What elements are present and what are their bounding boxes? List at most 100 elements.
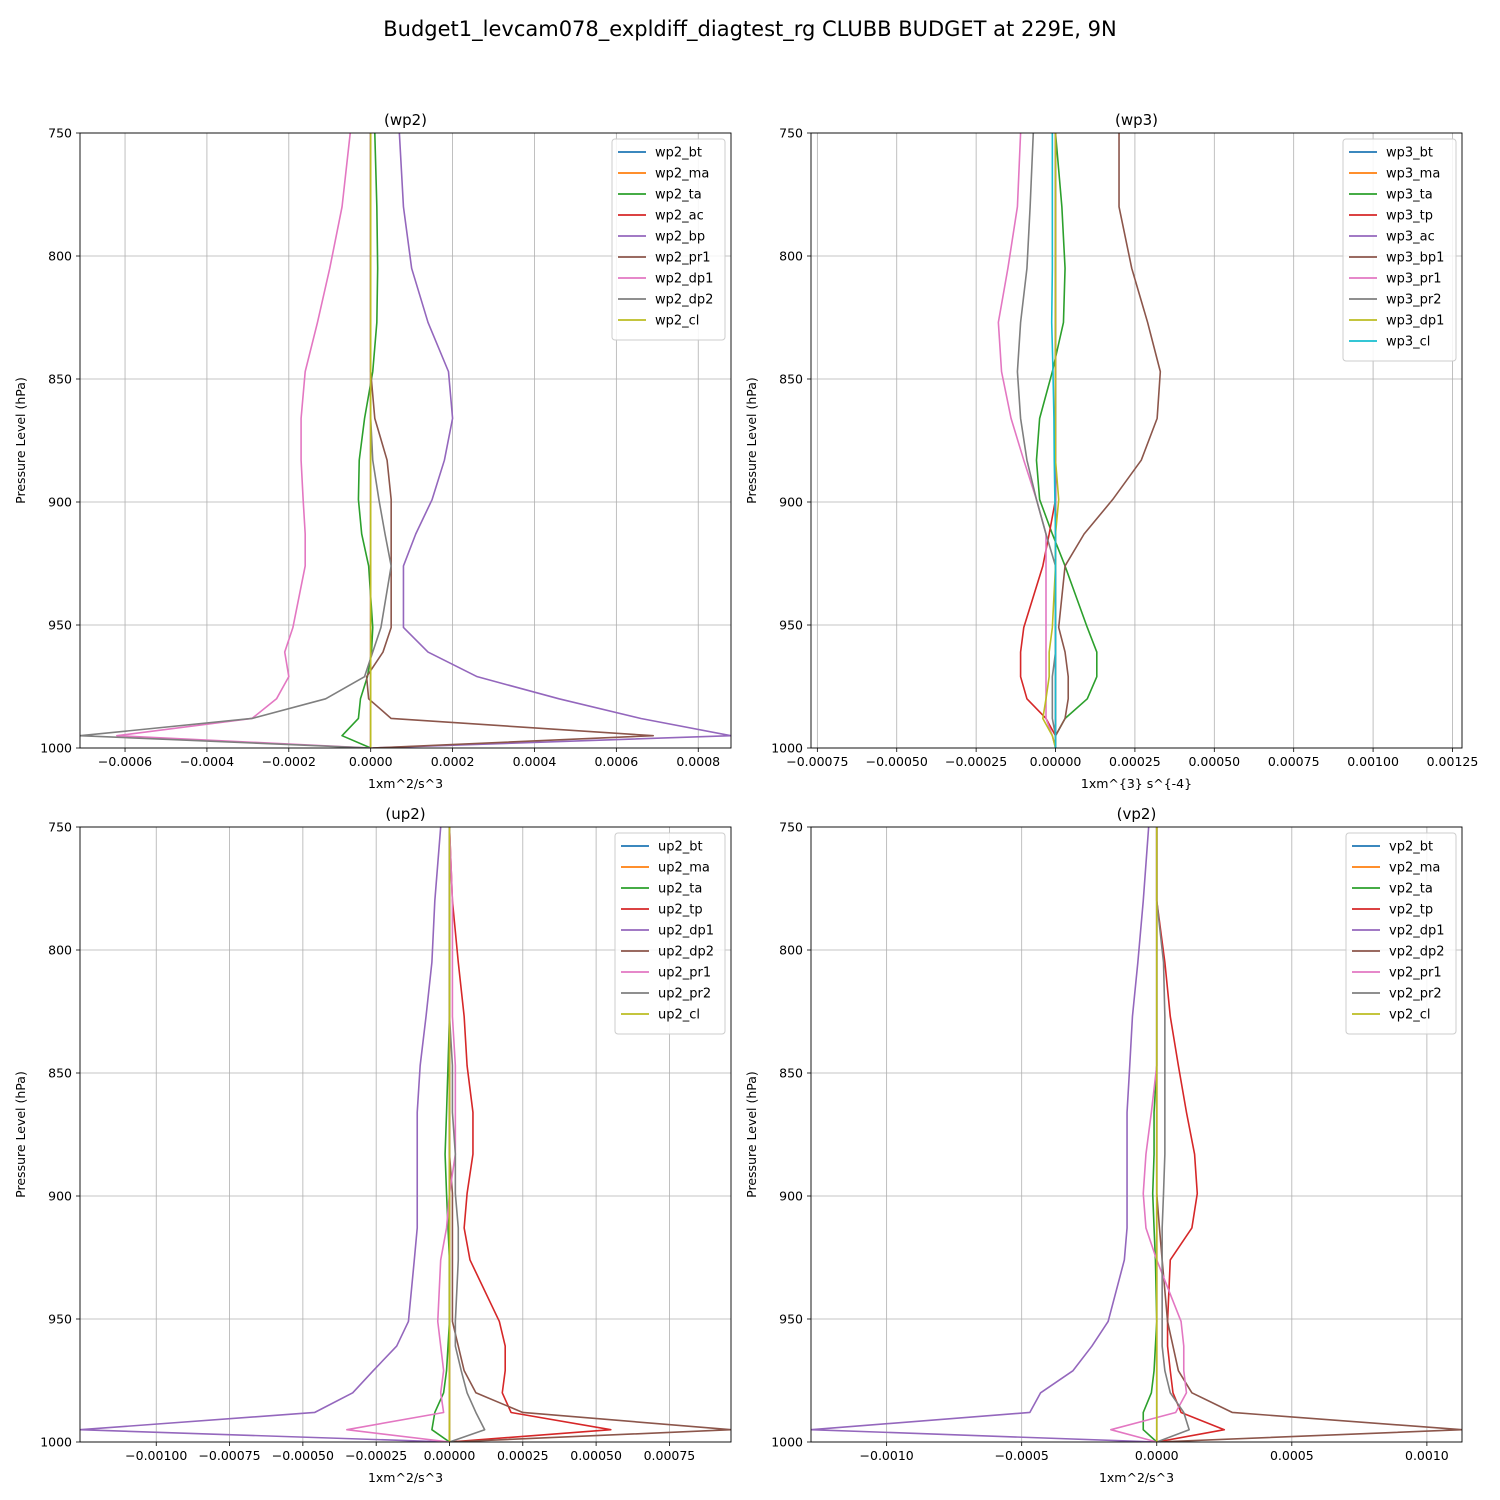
legend-label-wp2_bp: wp2_bp [655,230,705,245]
legend-box [611,138,726,341]
legend: wp2_bt wp2_ma wp2_ta wp2_ac wp2_bp wp2_pr1 wp2… [611,138,726,341]
y-tick-label: 950 [779,618,803,633]
legend-label-up2_dp2: up2_dp2 [658,945,714,960]
series-line-wp3_pr2 [1016,133,1057,748]
x-tick-label: −0.0005 [995,1448,1049,1463]
x-tick-label: 0.00125 [1427,754,1479,769]
x-tick-label: −0.00075 [198,1448,260,1463]
legend-label-up2_bt: up2_bt [658,840,703,855]
legend-label-wp3_dp1: wp3_dp1 [1386,314,1444,329]
y-tick-label: 750 [48,820,72,835]
chart-title: (wp2) [384,111,427,129]
y-tick-label: 900 [779,1189,803,1204]
chart-panel-0: −0.0006 −0.0004 −0.0002 0.0000 0.0002 0.0004 0… [13,111,732,791]
x-tick-label: 0.0006 [594,754,638,769]
plot-frame [810,132,1463,749]
legend-label-up2_ta: up2_ta [658,882,702,897]
legend: up2_bt up2_ma up2_ta up2_tp up2_dp1 up2_dp2up… [614,832,726,1035]
legend-label-vp2_tp: vp2_tp [1389,903,1433,918]
x-tick-label: −0.00025 [945,754,1007,769]
legend-label-wp2_dp2: wp2_dp2 [655,293,713,308]
chart-title: (wp3) [1115,111,1158,129]
series-line-up2_pr1 [346,827,457,1442]
chart-panel-1: −0.00075 −0.00050 −0.00025 0.00000 0.00025 0.… [744,111,1478,791]
series-line-wp2_dp1 [116,133,371,748]
y-tick-label: 950 [48,1312,72,1327]
legend-label-wp3_tp: wp3_tp [1386,209,1433,224]
y-tick-label: 900 [779,495,803,510]
series-line-vp2_dp1 [811,827,1157,1442]
y-tick-label: 800 [48,249,72,264]
legend-label-vp2_cl: vp2_cl [1389,1008,1430,1023]
x-tick-label: −0.00025 [345,1448,407,1463]
series-line-wp3_ta [1035,133,1098,748]
legend-label-wp3_cl: wp3_cl [1386,335,1430,350]
x-tick-label: 0.0002 [431,754,475,769]
legend-label-up2_dp1: up2_dp1 [658,924,714,939]
legend-label-wp3_ma: wp3_ma [1386,167,1440,182]
y-axis-label: Pressure Level (hPa) [744,1071,759,1198]
x-tick-label: 0.00025 [1109,754,1161,769]
x-tick-label: 0.0010 [1405,1448,1449,1463]
legend-label-vp2_dp1: vp2_dp1 [1389,924,1445,939]
series-group [997,133,1162,748]
y-tick-label: 750 [48,126,72,141]
x-tick-label: −0.0002 [262,754,316,769]
x-tick-label: 0.00000 [1030,754,1082,769]
y-tick-label: 750 [779,820,803,835]
chart-panel-3: −0.0010 −0.0005 0.0000 0.0005 0.0010 750 800 85… [744,805,1463,1485]
y-axis-label: Pressure Level (hPa) [13,1071,28,1198]
x-axis-label: 1xm^2/s^3 [368,1470,443,1485]
x-tick-label: 0.00050 [1188,754,1240,769]
series-line-wp2_ta [341,133,379,748]
legend-label-up2_tp: up2_tp [658,903,703,918]
legend-box [1345,832,1457,1035]
x-tick-label: 0.00025 [497,1448,549,1463]
y-tick-label: 1000 [40,741,72,756]
legend-label-up2_pr2: up2_pr2 [658,987,711,1002]
y-tick-label: 750 [779,126,803,141]
y-tick-label: 950 [779,1312,803,1327]
y-tick-label: 900 [48,1189,72,1204]
legend-label-up2_ma: up2_ma [658,861,710,876]
x-tick-label: 0.0005 [1270,1448,1314,1463]
x-tick-label: 0.00050 [570,1448,622,1463]
y-tick-label: 1000 [40,1435,72,1450]
plot-frame [79,132,732,749]
legend-label-up2_pr1: up2_pr1 [658,966,711,981]
x-tick-label: −0.0006 [98,754,152,769]
legend-label-vp2_ta: vp2_ta [1389,882,1433,897]
figure-title: Budget1_levcam078_expldiff_diagtest_rg C… [383,17,1116,42]
y-tick-label: 950 [48,618,72,633]
legend-label-vp2_dp2: vp2_dp2 [1389,945,1445,960]
x-tick-label: 0.00075 [644,1448,696,1463]
series-line-wp3_cl [1050,133,1057,748]
x-tick-label: −0.00050 [272,1448,334,1463]
legend-label-wp2_ma: wp2_ma [655,167,709,182]
series-line-up2_tp [448,827,612,1442]
y-tick-label: 850 [48,372,72,387]
legend-label-wp2_dp1: wp2_dp1 [655,272,713,287]
legend: wp3_bt wp3_ma wp3_ta wp3_tp wp3_ac wp3_bp1 wp3… [1342,138,1457,362]
legend-label-vp2_pr2: vp2_pr2 [1389,987,1442,1002]
x-tick-label: 0.0008 [676,754,720,769]
legend-label-wp3_bt: wp3_bt [1386,146,1433,161]
y-tick-label: 800 [779,249,803,264]
x-axis-label: 1xm^{3} s^{-4} [1081,776,1192,791]
series-line-up2_dp1 [80,827,450,1442]
chart-panel-2: −0.00100 −0.00075 −0.00050 −0.00025 0.00000 0… [13,805,732,1485]
y-tick-label: 800 [779,943,803,958]
chart-title: (vp2) [1117,805,1157,823]
x-axis-label: 1xm^2/s^3 [368,776,443,791]
y-tick-label: 850 [779,372,803,387]
legend-label-vp2_pr1: vp2_pr1 [1389,966,1442,981]
legend-label-wp3_pr1: wp3_pr1 [1386,272,1442,287]
legend-label-wp3_ta: wp3_ta [1386,188,1433,203]
chart-title: (up2) [385,805,425,823]
legend-label-wp3_ac: wp3_ac [1386,230,1435,245]
legend-label-wp2_pr1: wp2_pr1 [655,251,711,266]
x-tick-label: −0.00100 [125,1448,187,1463]
legend-label-wp3_bp1: wp3_bp1 [1386,251,1444,266]
y-tick-label: 1000 [771,741,803,756]
